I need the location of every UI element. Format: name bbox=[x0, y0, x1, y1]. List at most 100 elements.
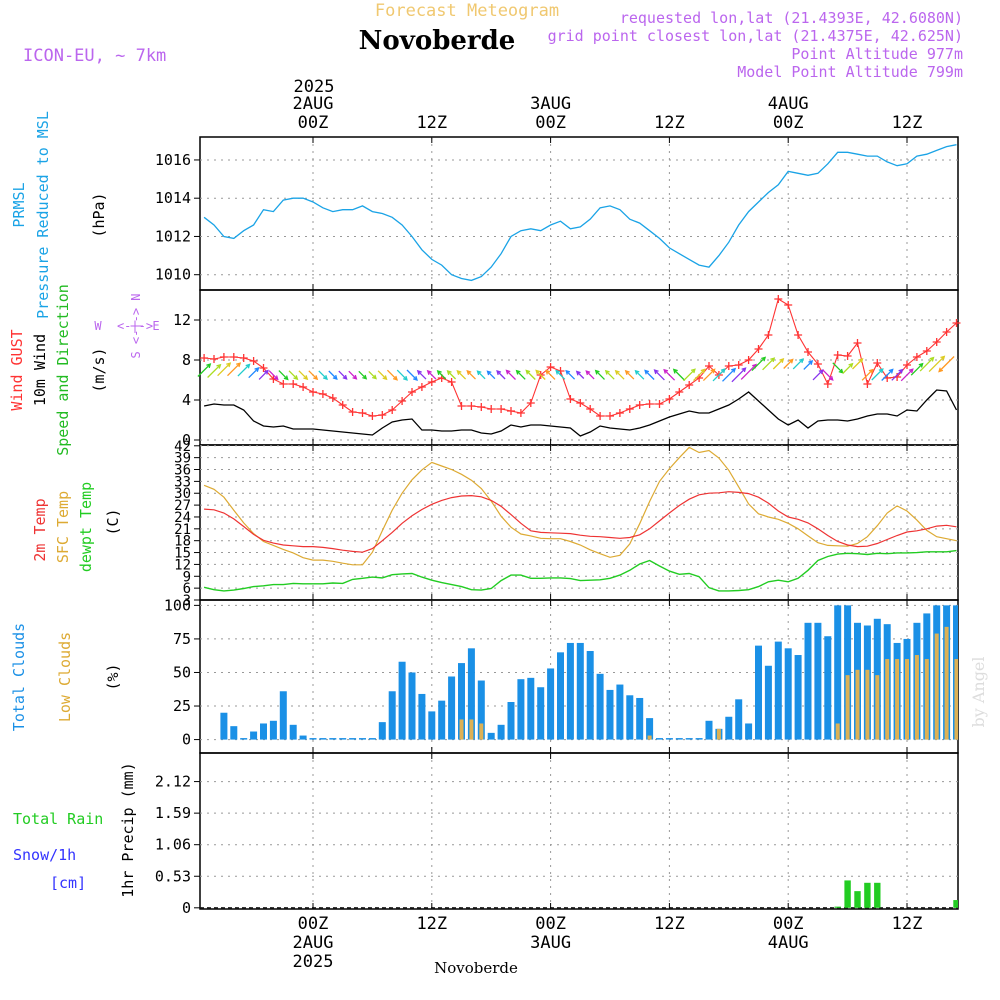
total-cloud-bar bbox=[557, 652, 564, 740]
wind-direction-arrow bbox=[377, 370, 388, 381]
bottom-time-label: 12Z bbox=[892, 914, 923, 934]
compass-rose: W E <-|-> S <-|-> N bbox=[94, 293, 159, 358]
gust-point bbox=[338, 401, 347, 409]
wind-direction-arrow bbox=[762, 357, 776, 371]
gust-point bbox=[754, 345, 763, 353]
temp-line bbox=[204, 491, 957, 553]
sfc-temp-label: SFC Temp bbox=[54, 491, 72, 563]
total-cloud-bar bbox=[725, 716, 733, 740]
total-cloud-bar bbox=[695, 738, 703, 740]
wind-direction-arrow bbox=[585, 370, 595, 380]
point-altitude: Point Altitude 977m bbox=[791, 45, 963, 63]
gust-point bbox=[229, 353, 238, 361]
gust-point bbox=[398, 397, 407, 405]
pressure-label-short: PRMSL bbox=[10, 182, 28, 227]
wind-direction-arrow bbox=[803, 360, 814, 370]
compass-east: E bbox=[152, 319, 159, 333]
gust-point bbox=[774, 295, 783, 303]
wind-direction-arrow bbox=[624, 369, 635, 380]
total-cloud-bar bbox=[428, 711, 436, 740]
total-cloud-bar bbox=[477, 680, 485, 740]
total-cloud-bar bbox=[735, 699, 743, 740]
y-tick-label: 42 bbox=[174, 439, 191, 455]
wind-direction-arrow bbox=[406, 369, 418, 381]
y-tick-label: 1016 bbox=[155, 151, 191, 169]
wind-direction-arrow bbox=[258, 369, 269, 380]
low-cloud-bar bbox=[905, 659, 909, 740]
wind-direction-arrow bbox=[842, 362, 854, 374]
total-cloud-bar bbox=[467, 648, 475, 740]
gust-point bbox=[457, 402, 466, 410]
total-cloud-bar bbox=[339, 738, 347, 740]
gust-point bbox=[546, 363, 555, 371]
wind-panel: 0 4 8 12 bbox=[173, 289, 961, 449]
wind-direction-arrow bbox=[683, 368, 696, 382]
bottom-time-label: 00Z bbox=[773, 914, 804, 934]
wind-direction-arrow bbox=[496, 370, 506, 380]
gust-point bbox=[487, 405, 496, 413]
gust-point bbox=[507, 407, 515, 415]
total-cloud-bar bbox=[240, 738, 248, 740]
wind-direction-arrow bbox=[812, 369, 824, 381]
top-time-label: 00Z bbox=[298, 113, 329, 133]
low-cloud-bar bbox=[895, 659, 900, 740]
wind-direction-arrow bbox=[555, 369, 566, 380]
total-cloud-bar bbox=[279, 691, 287, 740]
bottom-time-label: 12Z bbox=[654, 914, 685, 934]
total-cloud-bar bbox=[675, 738, 683, 740]
wind-label: 10m Wind bbox=[31, 334, 49, 406]
total-clouds-label: Total Clouds bbox=[10, 623, 28, 731]
top-date-label: 4AUG bbox=[768, 94, 809, 114]
wind-speed-line bbox=[203, 389, 958, 437]
compass-vertical: S <-|-> N bbox=[129, 293, 143, 358]
gust-point bbox=[596, 412, 605, 420]
low-cloud-bar bbox=[845, 675, 850, 740]
wind-dir-label: Speed and Direction bbox=[54, 284, 72, 456]
wind-direction-arrow bbox=[268, 370, 279, 381]
low-clouds-label: Low Clouds bbox=[56, 632, 74, 722]
watermark: by Angel bbox=[969, 656, 988, 727]
y-tick-label: 1.06 bbox=[155, 836, 191, 854]
total-cloud-bar bbox=[804, 622, 812, 740]
total-cloud-bar bbox=[764, 665, 772, 740]
total-cloud-bar bbox=[665, 738, 673, 740]
wind-direction-arrow bbox=[751, 356, 767, 372]
total-cloud-bar bbox=[250, 731, 258, 740]
bottom-time-label: 00Z bbox=[535, 914, 566, 934]
wind-direction-arrow bbox=[852, 358, 864, 370]
pressure-unit: (hPa) bbox=[90, 192, 108, 237]
low-cloud-bar bbox=[875, 675, 880, 740]
total-cloud-bar bbox=[309, 738, 317, 740]
gust-point bbox=[358, 409, 367, 417]
pressure-panel: 1010 1012 1014 1016 bbox=[155, 136, 959, 291]
y-tick-label: 0 bbox=[182, 731, 191, 749]
low-cloud-bar bbox=[885, 659, 890, 740]
precip-bar bbox=[874, 882, 881, 908]
total-cloud-bar bbox=[359, 738, 366, 740]
gust-point bbox=[408, 388, 416, 396]
precip-bar bbox=[844, 880, 851, 908]
wind-direction-arrow bbox=[515, 369, 526, 380]
y-tick-label: 24 bbox=[174, 510, 191, 526]
total-cloud-bar bbox=[814, 622, 822, 740]
wind-direction-arrow bbox=[227, 362, 242, 377]
total-cloud-bar bbox=[408, 672, 416, 740]
wind-direction-arrow bbox=[278, 370, 289, 381]
total-cloud-bar bbox=[794, 655, 802, 740]
model-label: ICON-EU, ~ 7km bbox=[23, 46, 166, 66]
compass-horizontal: <-|-> bbox=[117, 319, 153, 333]
wind-direction-arrow bbox=[928, 355, 946, 373]
wind-direction-arrow bbox=[545, 369, 556, 380]
top-time-label: 12Z bbox=[416, 113, 447, 133]
gust-point bbox=[289, 380, 298, 388]
y-tick-label: 39 bbox=[174, 451, 191, 467]
wind-direction-arrow bbox=[318, 370, 328, 381]
low-cloud-bar bbox=[459, 719, 464, 740]
wind-direction-arrow bbox=[237, 363, 251, 377]
wind-direction-arrow bbox=[594, 369, 605, 380]
total-cloud-bar bbox=[289, 724, 297, 740]
y-tick-label: 15 bbox=[174, 546, 191, 562]
total-cloud-bar bbox=[497, 724, 505, 740]
y-tick-label: 33 bbox=[174, 474, 191, 490]
